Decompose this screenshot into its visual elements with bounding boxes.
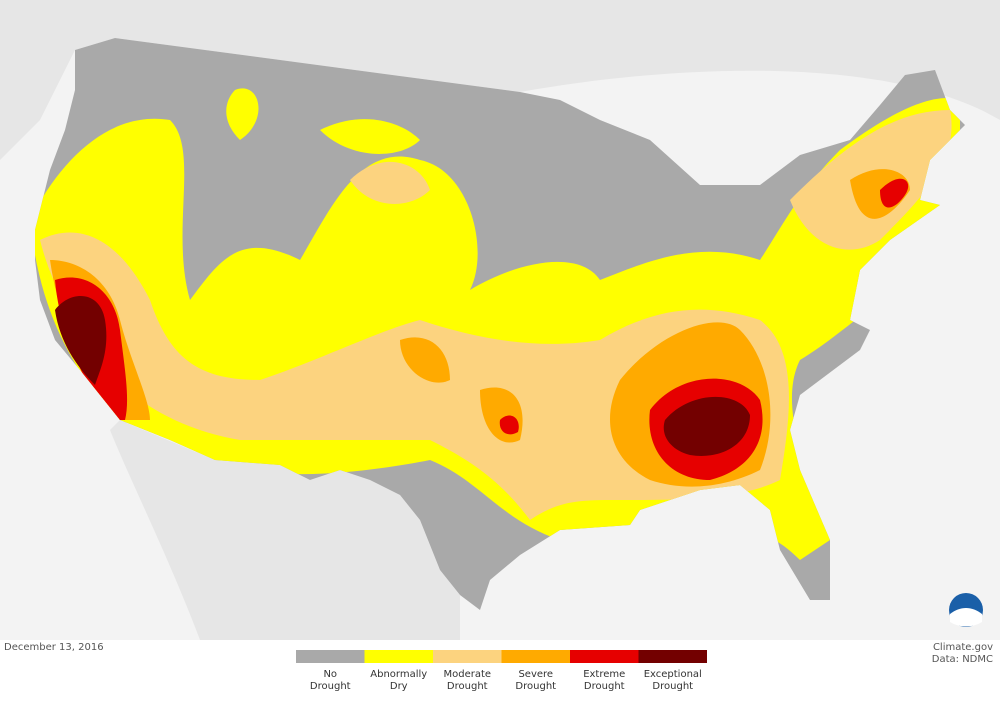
canada bbox=[0, 0, 1000, 160]
legend-label: Drought bbox=[447, 681, 488, 692]
legend-label: Abnormally bbox=[370, 669, 427, 680]
date: December 13, 2016 bbox=[4, 642, 104, 653]
legend-swatch bbox=[570, 650, 639, 663]
legend-swatch bbox=[364, 650, 433, 663]
mexico bbox=[110, 420, 460, 640]
drought-area bbox=[55, 296, 750, 456]
credit: Climate.gov bbox=[933, 642, 993, 653]
legend-label: Extreme bbox=[583, 669, 625, 680]
drought-area bbox=[40, 232, 789, 520]
drought-area bbox=[226, 88, 420, 154]
drought-area bbox=[350, 110, 952, 250]
legend-label: Drought bbox=[652, 681, 693, 692]
legend-swatch bbox=[296, 650, 365, 663]
legend-swatch bbox=[638, 650, 707, 663]
legend-label: Moderate bbox=[443, 669, 491, 680]
credit: Data: NDMC bbox=[932, 654, 993, 665]
legend-label: Drought bbox=[584, 681, 625, 692]
legend-label: Exceptional bbox=[644, 669, 702, 680]
legend-swatch bbox=[433, 650, 502, 663]
legend-label: Drought bbox=[310, 681, 351, 692]
legend-label: Drought bbox=[515, 681, 556, 692]
legend-label: No bbox=[323, 669, 337, 680]
legend-swatch bbox=[501, 650, 570, 663]
legend: NoDroughtAbnormallyDryModerateDroughtSev… bbox=[296, 650, 707, 692]
legend-label: Dry bbox=[390, 681, 408, 692]
noaa-logo-wave bbox=[950, 608, 982, 627]
legend-label: Severe bbox=[518, 669, 553, 680]
